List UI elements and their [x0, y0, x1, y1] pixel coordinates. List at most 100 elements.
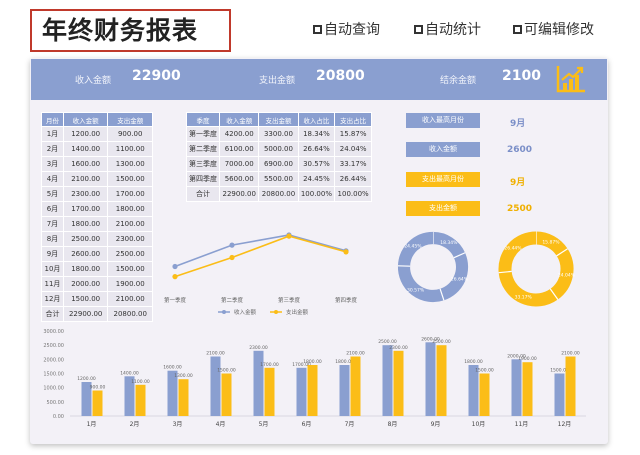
- table-cell: 33.17%: [334, 156, 372, 172]
- x-tick-label: 11月: [515, 421, 529, 428]
- table-row: 第一季度 4200.00 3300.00 18.34% 15.87%: [185, 126, 372, 142]
- table-cell: 1100.00: [107, 141, 153, 157]
- table-row: 5月 2300.00 1700.00: [41, 186, 153, 202]
- x-tick-label: 4月: [216, 421, 226, 428]
- balance-value: 2100: [502, 68, 541, 84]
- legend-label: 支出金额: [286, 308, 309, 316]
- income-bar: [296, 367, 307, 416]
- expense-total-value: 20800: [316, 68, 365, 84]
- x-tick-label: 10月: [472, 421, 486, 428]
- expense-bar: [178, 379, 189, 416]
- max-expense-month-value: 9月: [510, 178, 526, 188]
- expense-bar: [221, 373, 232, 416]
- table-cell: 11月: [41, 276, 64, 292]
- table-cell: 900.00: [107, 126, 153, 142]
- line-point: [286, 233, 292, 239]
- column-header: 季度: [185, 112, 221, 127]
- bar-value-label: 1400.00: [120, 370, 139, 376]
- income-amount-label: 收入金额: [406, 142, 480, 157]
- x-tick-label: 第四季度: [335, 296, 358, 304]
- bar-value-label: 2500.00: [432, 339, 451, 345]
- table-cell: 第二季度: [185, 141, 221, 157]
- table-row: 第二季度 6100.00 5000.00 26.64% 24.04%: [185, 141, 372, 157]
- bar-value-label: 1500.00: [550, 368, 569, 374]
- table-cell: 2100.00: [62, 171, 109, 187]
- income-bar: [339, 365, 350, 416]
- table-row: 6月 1700.00 1800.00: [41, 201, 153, 217]
- bar-value-label: 1800.00: [303, 359, 322, 365]
- table-cell: 第三季度: [185, 156, 221, 172]
- table-row: 2月 1400.00 1100.00: [41, 141, 153, 157]
- table-cell: 26.44%: [334, 171, 372, 187]
- bar-chart-trend-up-icon: [556, 66, 585, 93]
- max-income-month-value: 9月: [510, 119, 526, 129]
- line-point: [172, 274, 178, 280]
- table-cell: 第一季度: [185, 126, 221, 142]
- table-cell: 合计: [41, 306, 64, 322]
- table-cell: 7000.00: [219, 156, 260, 172]
- income-bar: [210, 356, 221, 416]
- table-cell: 1月: [41, 126, 64, 142]
- bar-value-label: 2300.00: [389, 345, 408, 351]
- table-cell: 8月: [41, 231, 64, 247]
- x-tick-label: 第一季度: [164, 296, 187, 304]
- income-bar: [81, 382, 92, 416]
- column-header: 支出金额: [258, 112, 299, 127]
- table-row: 第三季度 7000.00 6900.00 30.57% 33.17%: [185, 156, 372, 172]
- expense-bar: [393, 350, 404, 416]
- income-bar: [124, 376, 135, 416]
- donut-slice-label: 24.45%: [404, 244, 422, 250]
- column-header: 月份: [41, 112, 64, 127]
- feature-label: 自动查询: [324, 22, 380, 38]
- table-cell: 2500.00: [62, 231, 109, 247]
- donut-slice-label: 26.44%: [504, 246, 522, 252]
- donut-slice: [432, 231, 466, 259]
- bar-value-label: 1900.00: [518, 356, 537, 362]
- table-cell: 3300.00: [258, 126, 299, 142]
- expense-total-label: 支出金额: [259, 76, 296, 86]
- table-cell: 24.45%: [297, 171, 336, 187]
- bar-value-label: 2100.00: [346, 351, 365, 357]
- table-cell: 5500.00: [258, 171, 299, 187]
- table-cell: 30.57%: [297, 156, 336, 172]
- income-share-donut-chart: 18.34% 26.64% 30.57% 24.45%: [397, 231, 469, 303]
- expense-bar: [479, 373, 490, 416]
- table-cell: 10月: [41, 261, 64, 277]
- bar-value-label: 1500.00: [217, 368, 236, 374]
- x-tick-label: 9月: [431, 421, 441, 428]
- table-total-row: 合计 22900.00 20800.00: [41, 306, 153, 322]
- x-tick-label: 第三季度: [278, 296, 301, 304]
- income-total-label: 收入金额: [75, 76, 112, 86]
- x-tick-label: 6月: [302, 421, 312, 428]
- income-total-value: 22900: [132, 68, 181, 84]
- table-cell: 1800.00: [62, 261, 109, 277]
- income-bar: [554, 373, 565, 416]
- income-bar: [253, 350, 264, 416]
- income-bar: [511, 359, 522, 416]
- table-cell: 3月: [41, 156, 64, 172]
- monthly-table: 月份 收入金额 支出金额 1月 1200.00 900.00 2月 1400.00 110…: [41, 112, 153, 322]
- line-point: [229, 254, 235, 261]
- line-series-1: [174, 235, 347, 278]
- table-row: 12月 1500.00 2100.00: [41, 291, 153, 307]
- x-tick-label: 3月: [173, 421, 183, 428]
- table-row: 11月 2000.00 1900.00: [41, 276, 153, 292]
- bar-value-label: 1700.00: [292, 362, 311, 368]
- summary-header: [31, 59, 607, 100]
- x-tick-label: 8月: [388, 421, 398, 428]
- x-tick-label: 5月: [259, 421, 269, 428]
- table-cell: 2100.00: [107, 291, 153, 307]
- table-row: 9月 2600.00 2500.00: [41, 246, 153, 262]
- donut-slice: [397, 231, 434, 267]
- table-cell: 2600.00: [62, 246, 109, 262]
- income-bar: [167, 370, 178, 416]
- expense-bar: [436, 345, 447, 416]
- income-bar: [382, 345, 393, 416]
- bar-value-label: 1200.00: [77, 376, 96, 382]
- table-cell: 5月: [41, 186, 64, 202]
- table-cell: 20800.00: [107, 306, 153, 322]
- table-cell: 2500.00: [107, 246, 153, 262]
- bar-value-label: 900.00: [90, 385, 106, 391]
- table-cell: 1200.00: [62, 126, 109, 142]
- donut-slice-label: 18.34%: [440, 240, 458, 246]
